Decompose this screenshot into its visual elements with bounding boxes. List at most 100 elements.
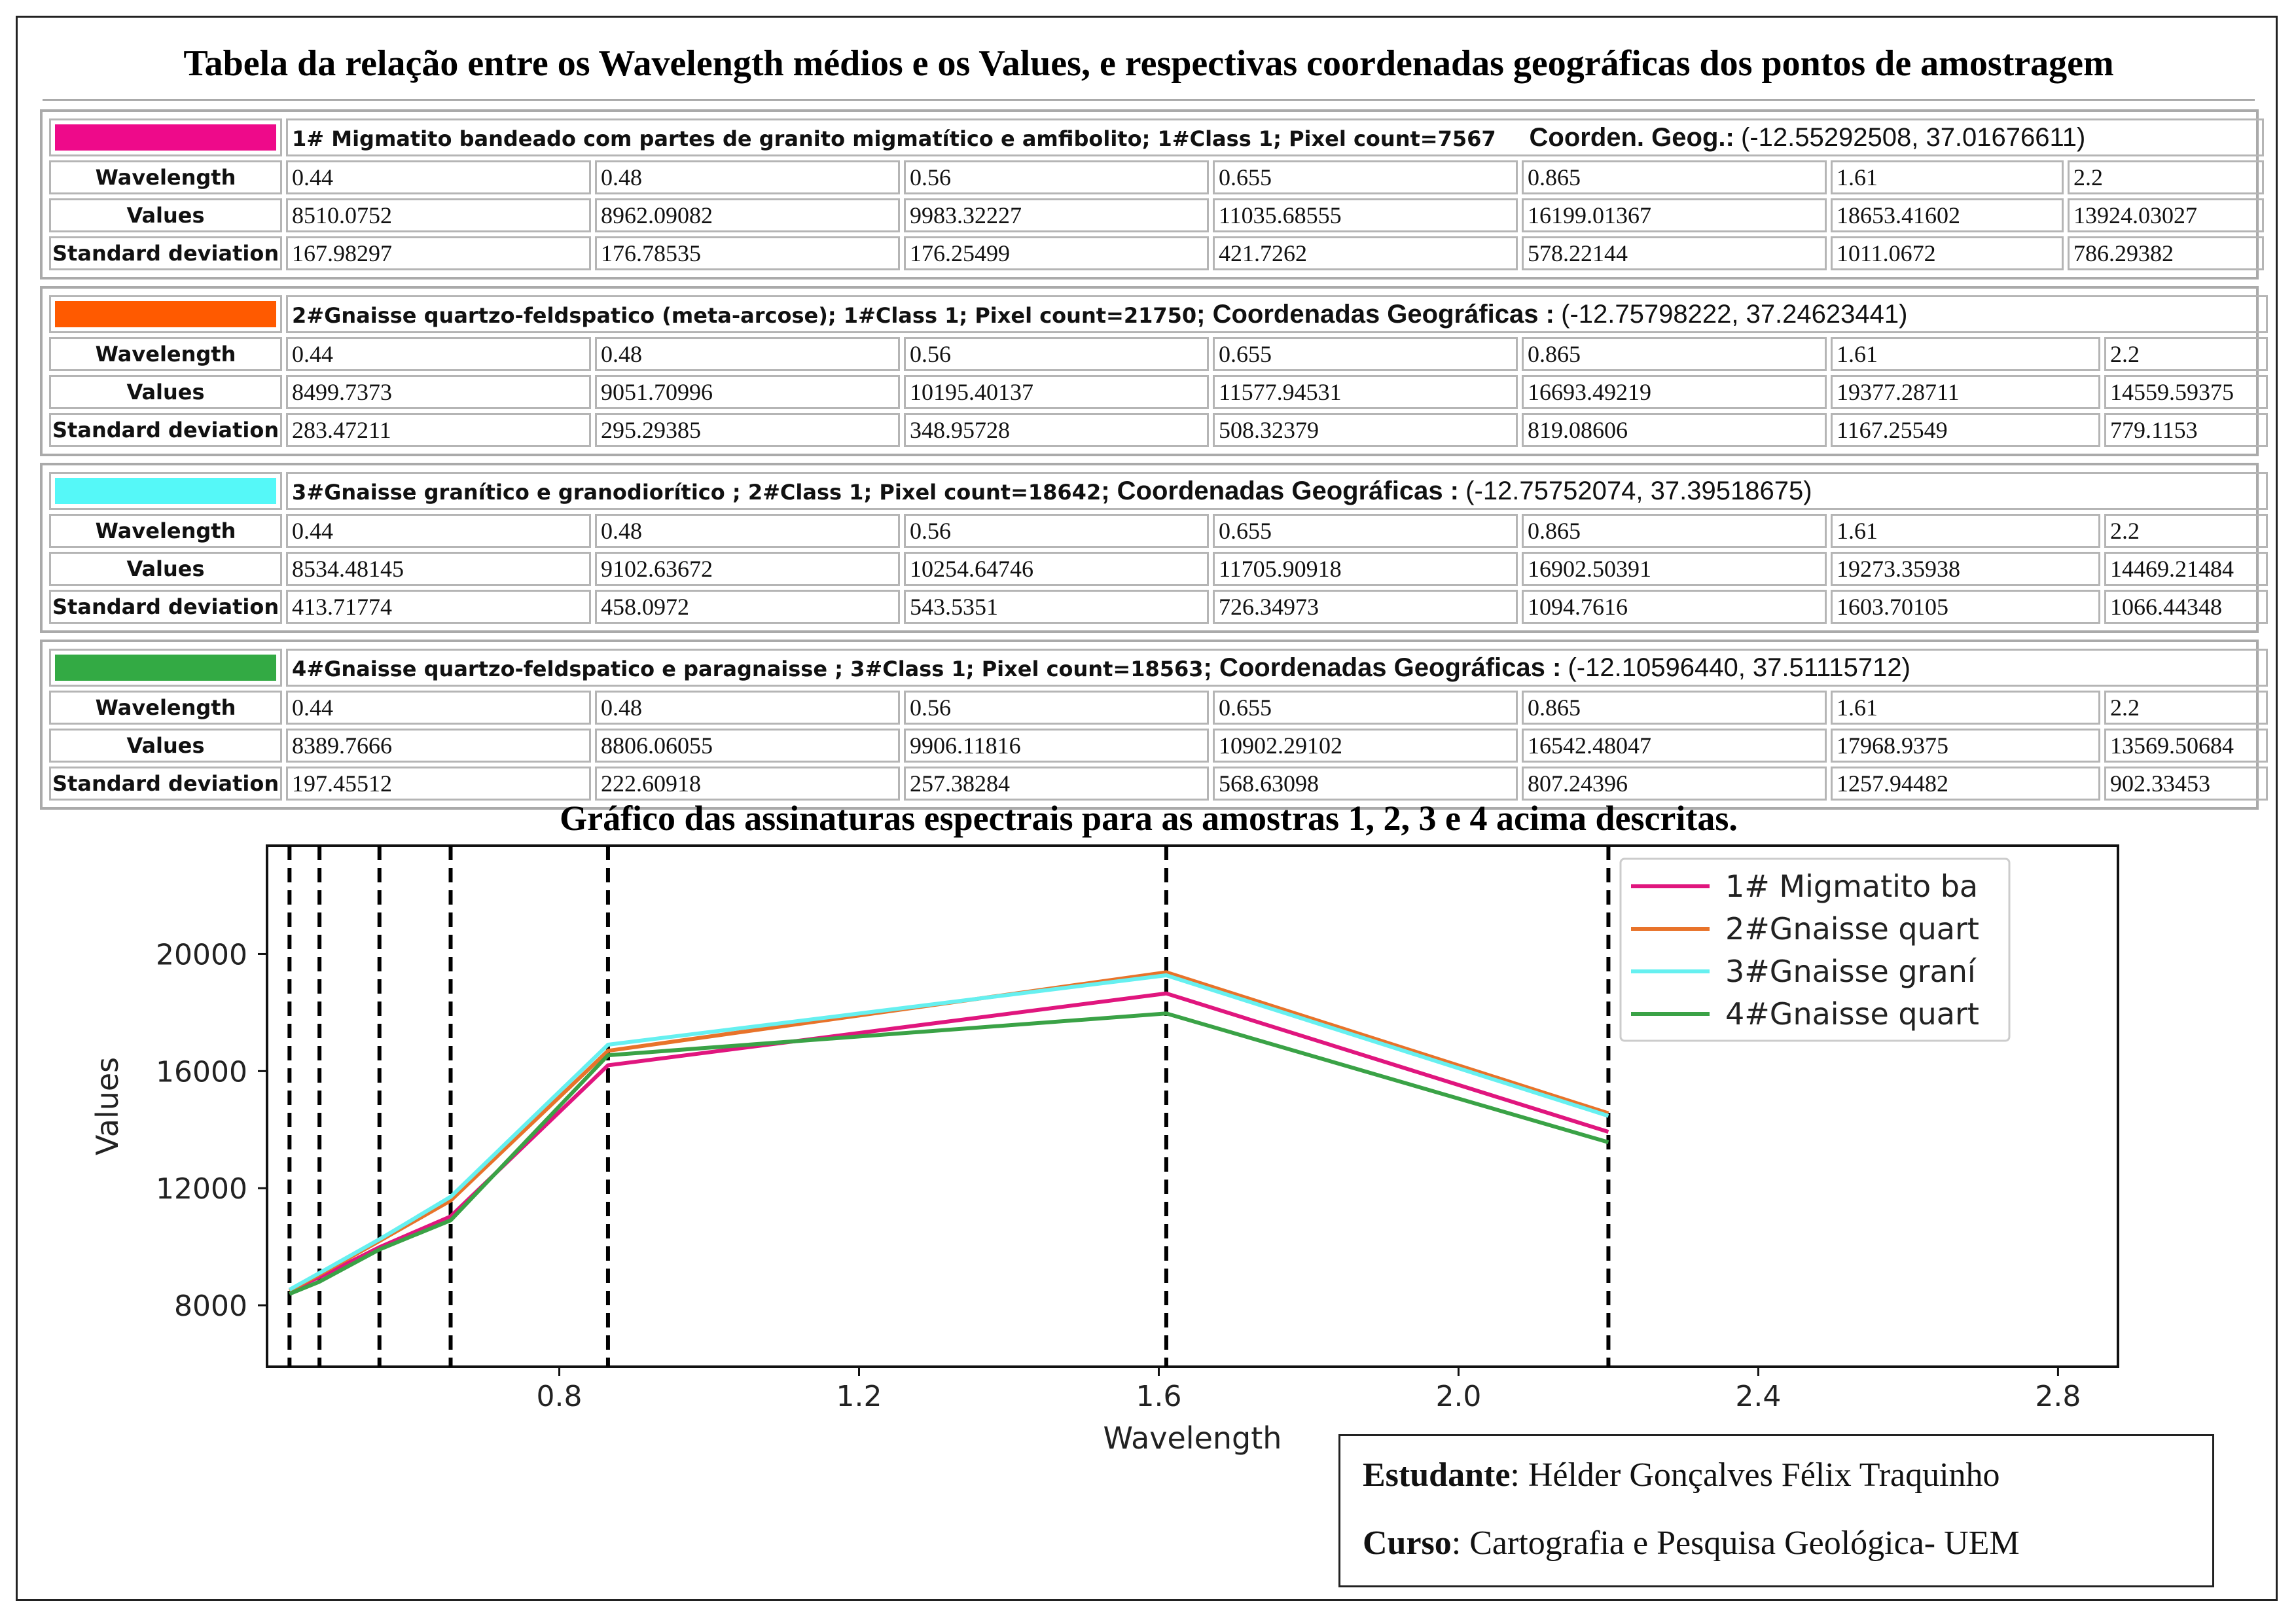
table-cell: 257.38284 [904,767,1209,801]
table-cell: 9906.11816 [904,729,1209,763]
legend-label: 1# Migmatito ba [1725,869,1978,904]
series-line-4 [289,1011,1609,1296]
x-tick-label: 2.4 [1735,1380,1781,1413]
table-cell: 578.22144 [1522,236,1827,270]
sample-color-swatch [49,472,282,510]
table-cell: 176.25499 [904,236,1209,270]
table-cell: 11577.94531 [1213,375,1518,409]
y-tick-label: 12000 [156,1172,247,1206]
sample-description: 3#Gnaisse granítico e granodiorítico ; 2… [292,479,1102,505]
table-cell: 1.61 [1831,691,2100,725]
values-label: Values [49,729,282,763]
page-frame: Tabela da relação entre os Wavelength mé… [16,16,2278,1601]
table-cell: 8389.7666 [286,729,591,763]
coordinates-label: ; Coordenadas Geográficas : [1203,653,1562,682]
swatch-fill [55,655,276,681]
table-cell: 9102.63672 [595,552,900,586]
table-cell: 14559.59375 [2104,375,2269,409]
wavelength-label: Wavelength [49,514,282,548]
y-tick-label: 16000 [156,1055,247,1089]
table-cell: 2.2 [2104,514,2269,548]
course-row: Curso: Cartografia e Pesquisa Geológica-… [1363,1517,2190,1585]
table-cell: 11035.68555 [1213,198,1518,232]
table-cell: 1094.7616 [1522,590,1827,624]
coordinates-label: Coorden. Geog.: [1529,122,1734,152]
table-cell: 222.60918 [595,767,900,801]
table-cell: 1167.25549 [1831,413,2100,447]
table-cell: 10902.29102 [1213,729,1518,763]
table-cell: 0.44 [286,160,591,194]
wavelength-row: Wavelength 0.44 0.48 0.56 0.655 0.865 1.61 2.2 [49,514,2269,548]
table-cell: 10195.40137 [904,375,1209,409]
samples-tables: 1# Migmatito bandeado com partes de gran… [40,109,2269,816]
table-cell: 11705.90918 [1213,552,1518,586]
legend-label: 4#Gnaisse quart [1725,996,1979,1032]
values-row: Values 8534.48145 9102.63672 10254.64746 117… [49,552,2269,586]
table-cell: 1.61 [1831,337,2100,371]
table-cell: 0.865 [1522,337,1827,371]
table-cell: 786.29382 [2068,236,2265,270]
course-label: Curso [1363,1525,1452,1562]
table-cell: 19377.28711 [1831,375,2100,409]
table-cell: 2.2 [2104,691,2269,725]
sample-description-cell: 3#Gnaisse granítico e granodiorítico ; 2… [286,472,2269,510]
legend-label: 2#Gnaisse quart [1725,911,1979,947]
student-label: Estudante [1363,1456,1511,1494]
table-cell: 458.0972 [595,590,900,624]
table-cell: 16902.50391 [1522,552,1827,586]
x-tick-label: 2.0 [1435,1380,1481,1413]
std-label: Standard deviation [49,236,282,270]
legend-box [1619,857,2011,1042]
table-cell: 1066.44348 [2104,590,2269,624]
table-cell: 421.7262 [1213,236,1518,270]
coordinates-value: (-12.75752074, 37.39518675) [1465,476,1812,505]
values-label: Values [49,198,282,232]
std-label: Standard deviation [49,767,282,801]
table-cell: 0.44 [286,514,591,548]
x-tick-label: 1.6 [1136,1380,1181,1413]
y-axis-label: Values [90,1057,125,1155]
table-cell: 1603.70105 [1831,590,2100,624]
table-cell: 167.98297 [286,236,591,270]
table-cell: 295.29385 [595,413,900,447]
sample-color-swatch [49,118,282,156]
values-label: Values [49,375,282,409]
table-cell: 726.34973 [1213,590,1518,624]
table-cell: 0.865 [1522,691,1827,725]
coordinates-value: (-12.10596440, 37.51115712) [1568,653,1910,682]
swatch-fill [55,478,276,504]
table-cell: 8499.7373 [286,375,591,409]
table-cell: 0.655 [1213,691,1518,725]
wavelength-label: Wavelength [49,337,282,371]
sample-color-swatch [49,649,282,687]
page-title: Tabela da relação entre os Wavelength mé… [183,43,2114,84]
table-cell: 1011.0672 [1831,236,2064,270]
title-divider [43,99,2255,101]
std-row: Standard deviation 413.71774 458.0972 543.5… [49,590,2269,624]
series-line-3 [288,973,1609,1291]
std-row: Standard deviation 167.98297 176.78535 176.… [49,236,2265,270]
wavelength-row: Wavelength 0.44 0.48 0.56 0.655 0.865 1.61 2.2 [49,337,2269,371]
coordinates-value: (-12.75798222, 37.24623441) [1561,299,1908,329]
values-row: Values 8499.7373 9051.70996 10195.40137 1157… [49,375,2269,409]
table-cell: 0.56 [904,337,1209,371]
table-cell: 283.47211 [286,413,591,447]
table-cell: 176.78535 [595,236,900,270]
std-row: Standard deviation 283.47211 295.29385 348.… [49,413,2269,447]
plot-frame [266,844,2119,1368]
table-cell: 1257.94482 [1831,767,2100,801]
std-row: Standard deviation 197.45512 222.60918 257.… [49,767,2269,801]
table-cell: 0.44 [286,337,591,371]
y-tick-label: 8000 [174,1290,247,1323]
wavelength-label: Wavelength [49,160,282,194]
std-label: Standard deviation [49,413,282,447]
table-cell: 0.56 [904,160,1209,194]
table-cell: 543.5351 [904,590,1209,624]
table-cell: 16693.49219 [1522,375,1827,409]
coordinates-label: ; Coordenadas Geográficas : [1101,476,1459,505]
sample-table-1: 1# Migmatito bandeado com partes de gran… [40,109,2265,280]
sample-table-4: 4#Gnaisse quartzo-feldspatico e paragnai… [40,640,2269,810]
chart-title: Gráfico das assinaturas espectrais para … [560,799,1738,838]
table-cell: 18653.41602 [1831,198,2064,232]
table-cell: 902.33453 [2104,767,2269,801]
